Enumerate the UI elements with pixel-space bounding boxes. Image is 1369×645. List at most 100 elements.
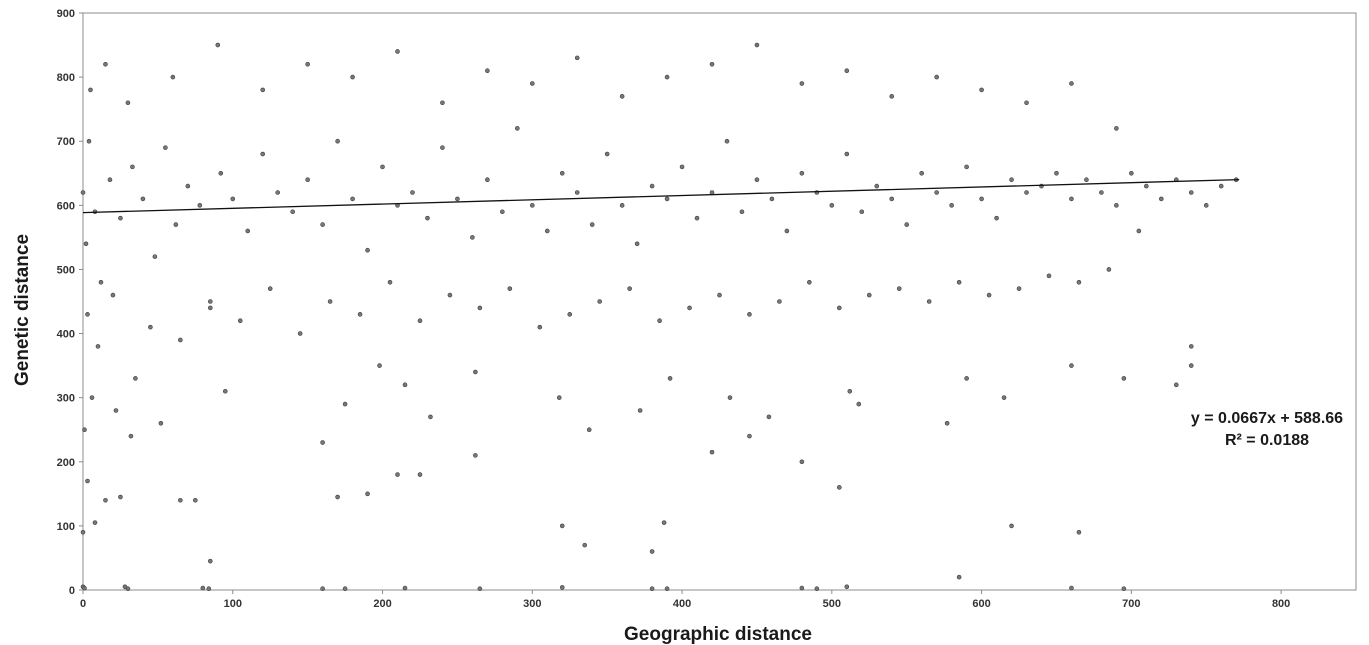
data-point	[889, 94, 895, 99]
data-point	[1069, 363, 1074, 368]
data-point	[926, 299, 932, 304]
x-tick-label: 700	[1122, 598, 1140, 610]
x-tick-label: 0	[80, 598, 86, 610]
data-point	[1129, 170, 1134, 176]
data-point	[766, 414, 772, 420]
data-point	[769, 196, 775, 202]
r-squared-label: R² = 0.0188	[1225, 432, 1309, 449]
data-point	[586, 427, 592, 433]
data-point	[799, 585, 805, 591]
data-point	[125, 100, 131, 106]
data-point	[956, 279, 962, 285]
data-point	[559, 523, 565, 529]
data-point	[934, 190, 939, 195]
data-point	[874, 183, 880, 189]
data-point	[1054, 170, 1059, 176]
data-points	[80, 42, 1239, 592]
data-point	[473, 369, 478, 375]
data-point	[327, 299, 333, 304]
data-point	[574, 190, 580, 195]
data-point	[98, 279, 104, 285]
data-point	[402, 585, 408, 591]
data-point	[245, 228, 251, 234]
data-point	[89, 395, 95, 400]
data-point	[320, 440, 325, 445]
data-point	[485, 68, 490, 73]
data-point	[440, 145, 445, 150]
data-point	[103, 61, 108, 67]
data-point	[297, 331, 303, 336]
data-point	[717, 292, 722, 298]
data-point	[799, 459, 805, 465]
data-point	[709, 449, 715, 455]
data-point	[709, 190, 715, 195]
data-point	[320, 222, 325, 227]
data-point	[208, 305, 213, 311]
data-point	[964, 164, 969, 170]
data-point	[208, 299, 213, 304]
data-point	[829, 203, 835, 208]
data-point	[170, 74, 176, 80]
data-point	[222, 388, 228, 394]
data-point	[837, 305, 842, 311]
data-point	[687, 305, 692, 311]
y-tick-label: 500	[57, 264, 75, 276]
data-point	[986, 292, 992, 298]
data-point	[113, 408, 119, 413]
data-point	[357, 312, 363, 317]
data-point	[193, 497, 198, 503]
data-point	[537, 324, 543, 330]
x-tick-label: 100	[224, 598, 242, 610]
data-point	[589, 222, 595, 227]
data-point	[1144, 183, 1149, 189]
data-point	[944, 421, 950, 426]
data-point	[485, 177, 490, 182]
data-point	[275, 190, 280, 195]
data-point	[1159, 196, 1164, 202]
data-point	[1076, 279, 1082, 285]
data-point	[218, 170, 224, 176]
data-point	[634, 241, 640, 247]
data-point	[342, 586, 348, 592]
data-point	[604, 151, 610, 157]
data-point	[544, 228, 550, 234]
data-point	[649, 586, 655, 592]
x-axis-title: Geographic distance	[624, 624, 812, 645]
y-tick-label: 100	[57, 521, 75, 533]
data-point	[197, 203, 203, 208]
data-point	[799, 170, 805, 176]
plot-area	[82, 12, 1357, 591]
data-point	[529, 203, 535, 208]
data-point	[1009, 177, 1014, 182]
data-point	[350, 74, 355, 80]
data-point	[178, 337, 183, 343]
data-point	[110, 292, 116, 298]
data-point	[107, 177, 113, 182]
data-point	[709, 61, 715, 67]
data-point	[320, 586, 325, 592]
data-point	[237, 318, 243, 324]
data-point	[377, 363, 382, 368]
data-point	[637, 408, 643, 413]
data-point	[410, 190, 415, 195]
data-point	[1009, 523, 1014, 529]
data-point	[856, 401, 862, 407]
data-point	[95, 344, 101, 349]
data-point	[1076, 529, 1082, 535]
data-point	[148, 324, 153, 330]
data-point	[290, 209, 295, 215]
data-point	[979, 196, 984, 202]
data-point	[814, 586, 820, 592]
data-point	[807, 279, 812, 285]
data-point	[1084, 177, 1089, 182]
data-point	[679, 164, 685, 170]
data-point	[844, 584, 850, 590]
data-point	[80, 529, 86, 535]
data-point	[402, 382, 408, 388]
data-point	[556, 395, 562, 400]
data-point	[80, 190, 86, 195]
data-point	[844, 68, 850, 73]
data-point	[200, 585, 206, 591]
data-point	[1173, 382, 1179, 388]
